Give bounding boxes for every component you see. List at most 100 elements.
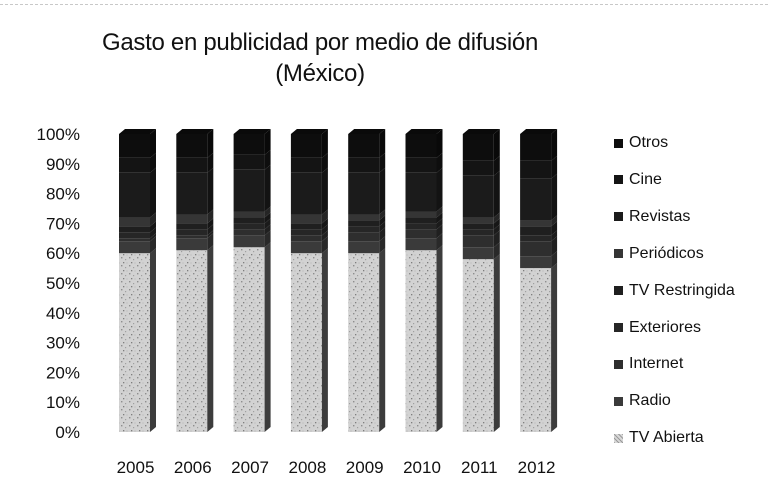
y-tick-label: 70% bbox=[46, 214, 80, 233]
bar-segment-side bbox=[321, 129, 328, 158]
bar-segment-side bbox=[321, 218, 328, 230]
x-tick-label: 2007 bbox=[231, 458, 269, 477]
bar-top-cap bbox=[348, 129, 386, 134]
bar-segment-side bbox=[379, 227, 386, 242]
bar-segment bbox=[462, 217, 494, 224]
bar-segment bbox=[462, 160, 494, 176]
legend-item: Exteriores bbox=[614, 317, 701, 339]
bar-segment bbox=[462, 175, 494, 218]
bar-segment-side bbox=[436, 212, 443, 224]
y-tick-label: 90% bbox=[46, 155, 80, 174]
bar-segment bbox=[119, 238, 150, 242]
bar-segment-side bbox=[436, 245, 443, 432]
legend-item: Internet bbox=[614, 353, 683, 375]
bar-segment-side bbox=[207, 245, 214, 432]
bar-segment bbox=[233, 154, 265, 170]
y-tick-label: 100% bbox=[37, 125, 80, 144]
bar-segment-side bbox=[379, 236, 386, 254]
bar-segment bbox=[462, 134, 494, 161]
legend-label: Cine bbox=[629, 170, 662, 188]
bar-top-cap bbox=[405, 129, 443, 134]
bar-segment-side bbox=[551, 215, 558, 227]
y-tick-label: 60% bbox=[46, 244, 80, 263]
legend-swatch bbox=[614, 138, 623, 148]
bar-segment-side bbox=[493, 155, 500, 176]
bar-segment bbox=[233, 235, 265, 248]
bar-segment bbox=[233, 134, 265, 155]
legend-swatch bbox=[614, 286, 623, 296]
bar-segment-side bbox=[264, 164, 271, 212]
top-divider bbox=[0, 4, 768, 5]
bar-segment-side bbox=[551, 251, 558, 269]
bar-segment bbox=[176, 134, 208, 158]
bar-segment bbox=[348, 226, 380, 233]
bar-segment-side bbox=[379, 167, 386, 215]
legend-swatch bbox=[614, 323, 623, 332]
bar-segment bbox=[290, 253, 322, 432]
bar-segment bbox=[520, 235, 552, 242]
x-tick-label: 2009 bbox=[346, 458, 384, 477]
bar-segment-side bbox=[551, 221, 558, 236]
bar-segment-side bbox=[379, 152, 386, 173]
bar-segment-side bbox=[321, 230, 328, 242]
legend-label: Exteriores bbox=[629, 318, 702, 336]
bar-segment-side bbox=[436, 167, 443, 212]
bar-top-cap bbox=[462, 129, 500, 134]
bar-segment bbox=[176, 229, 208, 236]
legend-item: Cine bbox=[614, 169, 662, 191]
bar-segment bbox=[233, 247, 265, 432]
legend-label: Internet bbox=[629, 355, 684, 373]
bar-segment-side bbox=[264, 212, 271, 224]
y-tick-label: 0% bbox=[55, 423, 80, 442]
bar-segment bbox=[348, 157, 380, 173]
bar-segment bbox=[520, 268, 552, 432]
bar-segment bbox=[520, 160, 552, 179]
bar-segment bbox=[119, 241, 150, 254]
x-tick-label: 2010 bbox=[403, 458, 441, 477]
bar-segment bbox=[233, 217, 265, 224]
bar-segment bbox=[405, 217, 437, 224]
bar-segment bbox=[405, 238, 437, 251]
bar-segment-side bbox=[150, 129, 156, 158]
bar-segment bbox=[462, 223, 494, 230]
bar-segment-side bbox=[551, 230, 558, 242]
bar-segment-side bbox=[150, 233, 156, 242]
bar-segment bbox=[233, 211, 265, 218]
bar-segment bbox=[405, 157, 437, 173]
legend-swatch bbox=[614, 433, 623, 443]
bar-segment-side bbox=[379, 129, 386, 158]
bar-segment-side bbox=[264, 129, 271, 155]
bar-segment-side bbox=[150, 221, 156, 233]
y-tick-label: 30% bbox=[46, 334, 80, 353]
bar-segment-side bbox=[264, 218, 271, 230]
bar-segment bbox=[290, 235, 322, 242]
bar-segment-side bbox=[321, 236, 328, 254]
bar-segment bbox=[348, 241, 380, 254]
bar-segment bbox=[348, 232, 380, 242]
legend-item: Revistas bbox=[614, 206, 690, 228]
bar-segment bbox=[176, 214, 208, 224]
bar-segment-side bbox=[493, 170, 500, 218]
legend-swatch bbox=[614, 212, 623, 222]
bar-top-cap bbox=[520, 129, 558, 134]
bar-segment-side bbox=[321, 152, 328, 173]
bar-segment bbox=[119, 226, 150, 233]
bar-segment bbox=[176, 250, 208, 432]
bar-segment bbox=[119, 232, 150, 239]
bar-segment-side bbox=[207, 233, 214, 251]
bar-top-cap bbox=[233, 129, 271, 134]
legend-swatch bbox=[614, 359, 623, 369]
bars: 2005 2006 2007 2008 2009 2010 2011 2012 bbox=[117, 129, 558, 477]
legend-label: TV Abierta bbox=[629, 429, 704, 447]
bar-2005 bbox=[119, 129, 156, 432]
bar-segment-side bbox=[436, 224, 443, 239]
bar-segment-side bbox=[264, 149, 271, 170]
bar-segment-side bbox=[493, 212, 500, 224]
bar-segment bbox=[520, 178, 552, 221]
bar-segment bbox=[520, 220, 552, 227]
legend-item: TV Restringida bbox=[614, 280, 735, 302]
bar-segment-side bbox=[264, 242, 271, 432]
legend-item: Otros bbox=[614, 132, 668, 154]
bar-segment-side bbox=[493, 254, 500, 432]
chart-subtitle: (México) bbox=[275, 60, 365, 87]
